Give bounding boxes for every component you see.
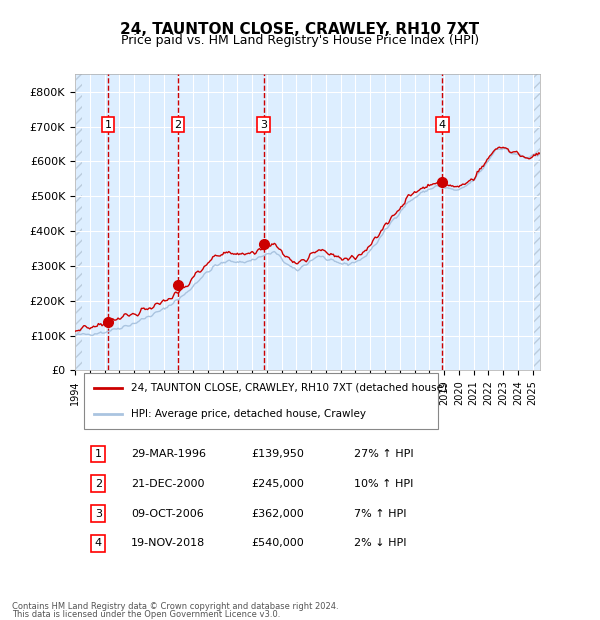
Bar — [75, 74, 82, 370]
Text: £540,000: £540,000 — [252, 538, 304, 549]
Text: This data is licensed under the Open Government Licence v3.0.: This data is licensed under the Open Gov… — [12, 610, 280, 619]
Text: 2: 2 — [175, 120, 181, 130]
Text: 29-MAR-1996: 29-MAR-1996 — [131, 449, 206, 459]
Text: 4: 4 — [95, 538, 102, 549]
Bar — [533, 74, 540, 370]
Text: 27% ↑ HPI: 27% ↑ HPI — [354, 449, 413, 459]
Text: £139,950: £139,950 — [252, 449, 305, 459]
Text: 3: 3 — [260, 120, 267, 130]
Text: 09-OCT-2006: 09-OCT-2006 — [131, 508, 203, 518]
Text: 2: 2 — [95, 479, 102, 489]
Text: 21-DEC-2000: 21-DEC-2000 — [131, 479, 204, 489]
FancyBboxPatch shape — [84, 373, 438, 429]
Text: 24, TAUNTON CLOSE, CRAWLEY, RH10 7XT (detached house): 24, TAUNTON CLOSE, CRAWLEY, RH10 7XT (de… — [131, 383, 447, 392]
Text: £362,000: £362,000 — [252, 508, 304, 518]
Text: Price paid vs. HM Land Registry's House Price Index (HPI): Price paid vs. HM Land Registry's House … — [121, 34, 479, 47]
Text: 7% ↑ HPI: 7% ↑ HPI — [354, 508, 407, 518]
Text: 3: 3 — [95, 508, 102, 518]
Text: £245,000: £245,000 — [252, 479, 305, 489]
Text: HPI: Average price, detached house, Crawley: HPI: Average price, detached house, Craw… — [131, 409, 366, 419]
Text: Contains HM Land Registry data © Crown copyright and database right 2024.: Contains HM Land Registry data © Crown c… — [12, 602, 338, 611]
Text: 24, TAUNTON CLOSE, CRAWLEY, RH10 7XT: 24, TAUNTON CLOSE, CRAWLEY, RH10 7XT — [121, 22, 479, 37]
Text: 2% ↓ HPI: 2% ↓ HPI — [354, 538, 407, 549]
Text: 1: 1 — [104, 120, 112, 130]
Text: 1: 1 — [95, 449, 102, 459]
Text: 4: 4 — [439, 120, 446, 130]
Text: 19-NOV-2018: 19-NOV-2018 — [131, 538, 205, 549]
Text: 10% ↑ HPI: 10% ↑ HPI — [354, 479, 413, 489]
